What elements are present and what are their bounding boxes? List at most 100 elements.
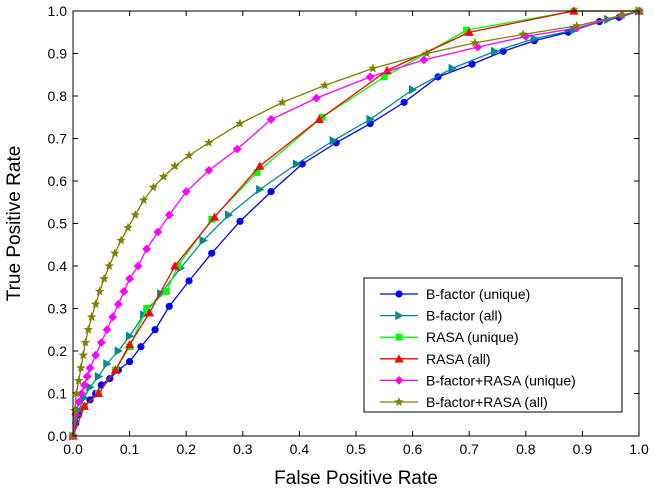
data-point (448, 63, 457, 73)
data-point (133, 261, 143, 271)
data-point (204, 137, 214, 147)
data-point (185, 277, 193, 285)
legend-marker (394, 397, 404, 407)
data-point (468, 60, 476, 68)
data-point (80, 337, 91, 347)
data-point (113, 299, 123, 309)
data-point (97, 381, 105, 389)
x-tick-label: 0.0 (63, 441, 83, 457)
legend-entry: RASA (unique) (380, 329, 519, 345)
data-point (94, 286, 105, 296)
data-point (366, 114, 375, 124)
y-tick-label: 1.0 (48, 3, 68, 19)
data-point (571, 20, 582, 30)
data-point (82, 372, 92, 381)
legend-label: B-factor+RASA (all) (426, 394, 548, 410)
data-point (110, 365, 121, 374)
y-tick-label: 0.8 (48, 88, 68, 104)
data-point (165, 302, 173, 310)
data-point (108, 312, 118, 322)
data-point (329, 136, 338, 146)
data-point (408, 85, 418, 95)
data-point (125, 340, 135, 349)
data-point (143, 305, 150, 312)
data-point (125, 331, 135, 341)
data-point (380, 73, 388, 81)
x-tick-label: 0.4 (290, 441, 310, 457)
data-point (320, 80, 330, 90)
data-point (174, 262, 182, 270)
y-tick-labels: 0.0 0.1 0.2 0.3 0.4 0.5 0.6 0.7 0.8 0.9 1.0 (48, 3, 68, 444)
data-point (266, 114, 276, 124)
data-point (256, 184, 265, 195)
data-point (93, 388, 104, 398)
y-axis-label: True Positive Rate (4, 146, 25, 302)
data-point (235, 118, 245, 128)
y-tick-label: 0.2 (48, 343, 68, 359)
legend-entry: RASA (all) (380, 351, 491, 367)
legend: B-factor (unique) B-factor (all) RASA (uni… (363, 277, 623, 413)
data-point (94, 371, 104, 382)
legend-marker (394, 354, 404, 363)
data-point (617, 10, 627, 20)
data-point (123, 222, 133, 232)
data-point (130, 210, 141, 220)
x-tick-label: 0.6 (403, 441, 423, 457)
data-point (96, 338, 106, 347)
data-point (151, 326, 159, 334)
data-point (116, 235, 126, 245)
data-point (90, 299, 101, 309)
data-point (199, 235, 208, 246)
x-tick-label: 0.3 (233, 441, 253, 457)
data-point (71, 388, 82, 398)
data-point (292, 159, 302, 169)
x-tick-label: 1.0 (629, 441, 649, 457)
data-point (255, 161, 265, 170)
data-point (74, 397, 84, 407)
data-point (470, 37, 480, 47)
data-point (137, 343, 145, 351)
data-point (253, 169, 261, 176)
data-point (138, 195, 149, 205)
data-point (570, 25, 579, 35)
data-point (73, 375, 84, 385)
data-point (153, 227, 163, 237)
data-point (311, 93, 321, 103)
y-tick-label: 0.6 (48, 173, 68, 189)
data-point (69, 405, 80, 415)
data-point (170, 161, 180, 171)
data-point (148, 182, 159, 192)
data-point (83, 324, 94, 334)
data-point (267, 188, 275, 196)
legend-label: B-factor (unique) (426, 286, 530, 302)
data-point (365, 72, 375, 82)
legend-label: RASA (all) (426, 351, 491, 367)
data-point (110, 248, 120, 258)
data-point (114, 346, 123, 356)
data-point (236, 217, 244, 225)
legend-entry: B-factor (unique) (380, 286, 530, 302)
data-point (71, 410, 81, 420)
y-tick-label: 0.5 (48, 216, 68, 232)
data-point (204, 165, 214, 175)
data-point (473, 42, 483, 52)
data-point (400, 98, 408, 106)
legend-box (363, 277, 623, 413)
data-point (142, 244, 151, 254)
data-point (102, 325, 112, 335)
data-point (368, 63, 378, 73)
data-point (530, 34, 539, 44)
data-point (77, 389, 86, 398)
x-tick-label: 0.5 (346, 441, 366, 457)
data-point (181, 187, 191, 197)
data-point (91, 350, 101, 360)
x-tick-label: 0.1 (120, 441, 140, 457)
data-point (421, 48, 432, 58)
data-point (103, 359, 112, 369)
data-point (79, 401, 89, 410)
data-point (224, 210, 234, 220)
legend-marker (395, 333, 403, 341)
y-tick-label: 0.7 (48, 131, 68, 147)
data-point (126, 358, 134, 366)
